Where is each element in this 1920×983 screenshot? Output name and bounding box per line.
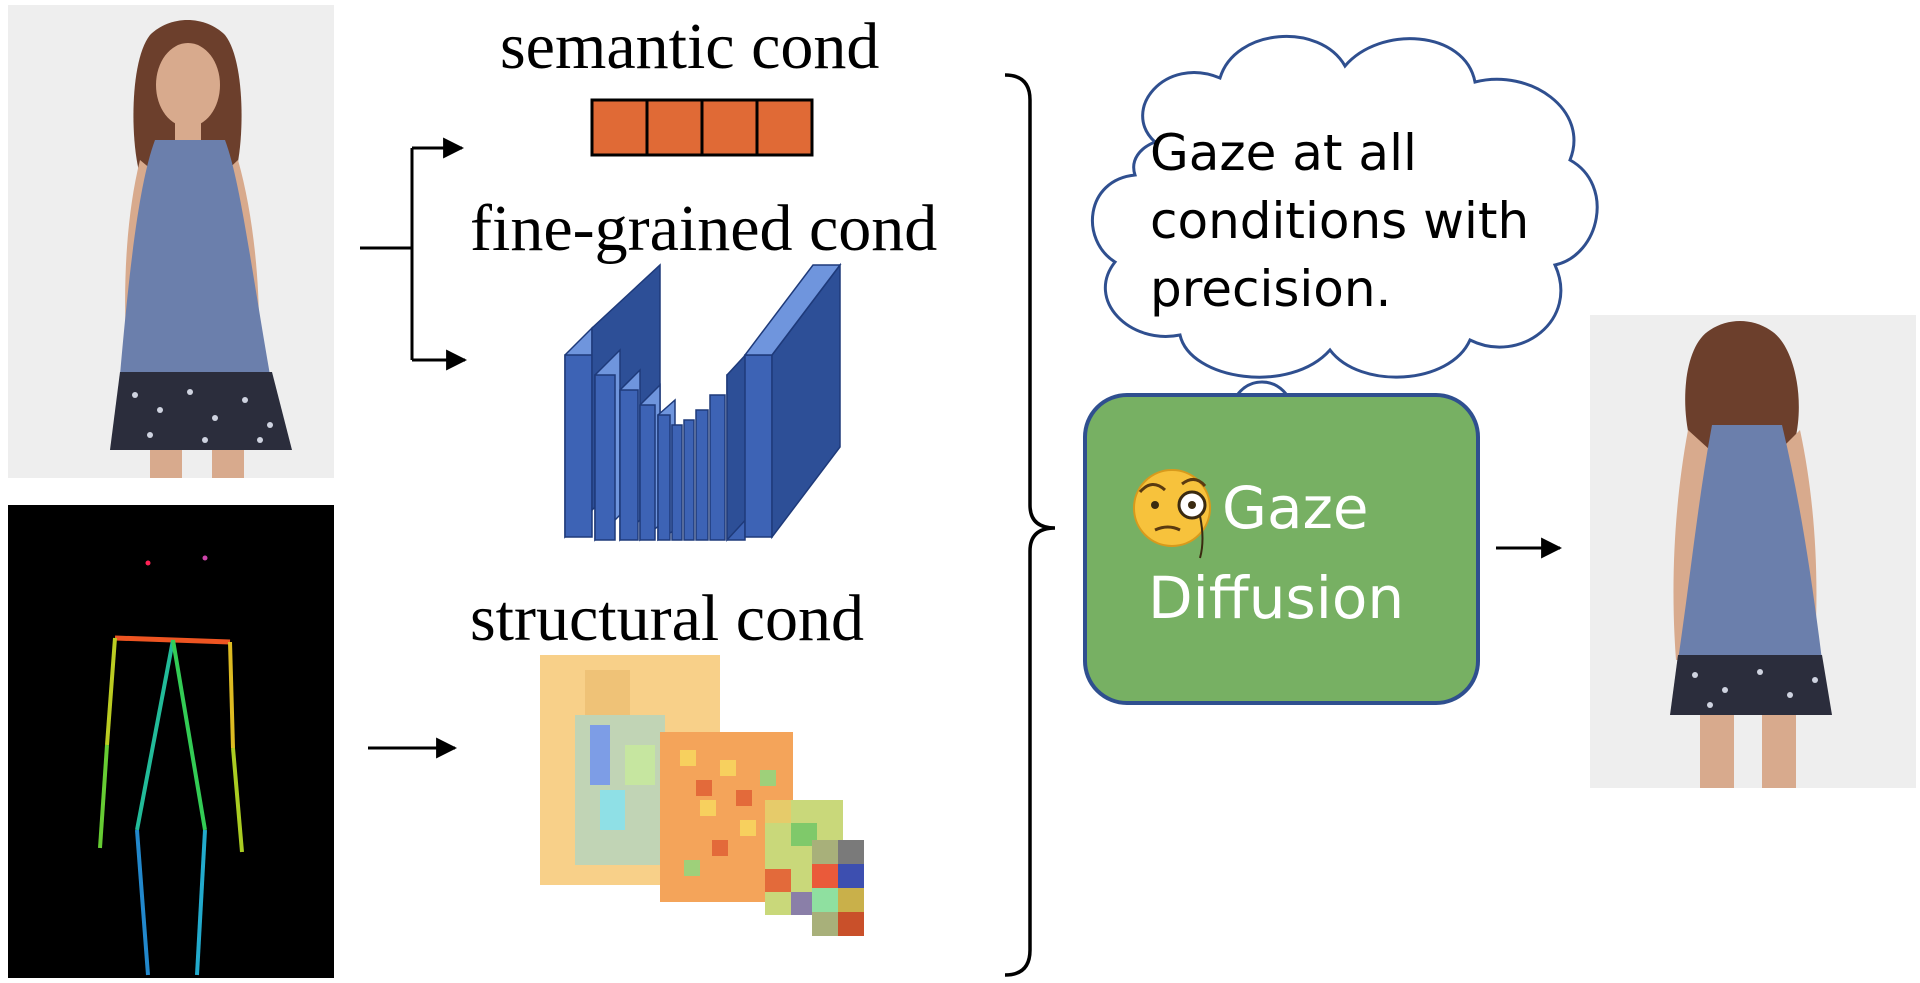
cnn-encoder-icon	[564, 262, 842, 542]
fine-grained-cond-label: fine-grained cond	[470, 192, 937, 265]
condition-brace	[1004, 73, 1056, 977]
pose-skeleton-image	[8, 505, 334, 978]
thought-line-2: conditions with	[1150, 192, 1529, 250]
branch-connector	[360, 137, 468, 371]
source-person-image	[8, 5, 334, 478]
model-name-line-2: Diffusion	[1148, 564, 1404, 632]
structural-cond-label: structural cond	[470, 582, 864, 655]
structural-feature-maps	[540, 655, 864, 936]
semantic-token-blocks	[590, 98, 814, 157]
thought-line-1: Gaze at all	[1150, 124, 1417, 182]
output-person-image	[1590, 315, 1916, 788]
gaze-diffusion-box	[1083, 393, 1480, 705]
model-name-line-1: Gaze	[1222, 474, 1369, 542]
monocle-face-icon	[1133, 469, 1211, 559]
thought-line-3: precision.	[1150, 260, 1391, 318]
semantic-cond-label: semantic cond	[500, 10, 879, 83]
